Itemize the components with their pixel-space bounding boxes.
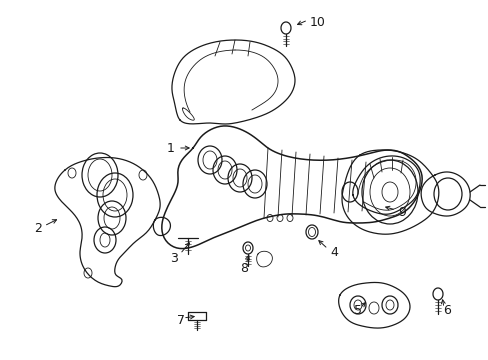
Polygon shape [341, 150, 438, 234]
Text: 7: 7 [177, 314, 184, 327]
Polygon shape [153, 217, 170, 235]
Polygon shape [55, 157, 160, 287]
Polygon shape [256, 251, 272, 267]
Polygon shape [162, 126, 421, 248]
Text: 9: 9 [397, 206, 405, 219]
Text: 10: 10 [309, 15, 325, 28]
Polygon shape [352, 156, 419, 214]
Polygon shape [172, 40, 294, 124]
Polygon shape [420, 172, 469, 216]
Text: 3: 3 [170, 252, 178, 265]
Text: 6: 6 [442, 303, 450, 316]
Text: 4: 4 [329, 246, 337, 258]
Text: 2: 2 [34, 221, 42, 234]
Text: 1: 1 [167, 141, 175, 154]
Polygon shape [338, 283, 409, 328]
Text: 8: 8 [240, 261, 247, 274]
Text: 5: 5 [353, 303, 361, 316]
